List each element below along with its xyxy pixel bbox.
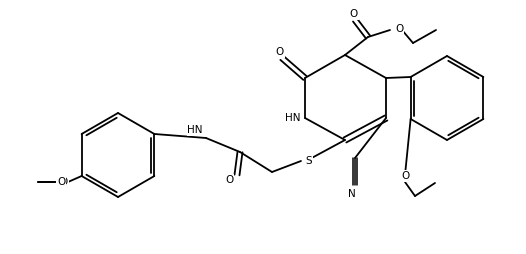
Text: O: O: [60, 177, 68, 187]
Text: O: O: [395, 24, 403, 34]
Text: HN: HN: [187, 125, 203, 135]
Text: O: O: [276, 47, 284, 57]
Text: O: O: [225, 175, 233, 185]
Text: O: O: [57, 177, 65, 187]
Text: HN: HN: [286, 113, 301, 123]
Text: N: N: [348, 189, 356, 199]
Text: O: O: [402, 171, 410, 181]
Text: O: O: [350, 9, 358, 19]
Text: S: S: [306, 156, 312, 166]
